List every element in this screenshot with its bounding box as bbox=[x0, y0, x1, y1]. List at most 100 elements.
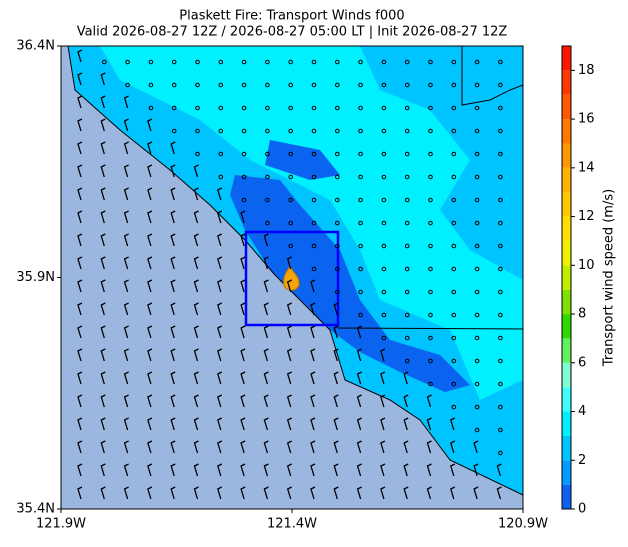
wind-barb bbox=[193, 417, 199, 431]
calm-marker bbox=[311, 59, 317, 65]
wind-barb bbox=[77, 72, 83, 86]
wind-barb bbox=[310, 325, 316, 339]
wind-barb bbox=[170, 210, 176, 224]
calm-marker bbox=[404, 335, 410, 341]
wind-barb bbox=[147, 233, 153, 247]
calm-marker bbox=[428, 289, 433, 295]
calm-marker bbox=[428, 59, 433, 65]
wind-barb bbox=[100, 256, 106, 270]
calm-marker bbox=[195, 128, 200, 134]
calm-marker bbox=[218, 59, 224, 65]
wind-barb bbox=[286, 440, 292, 454]
wind-barb bbox=[240, 417, 246, 431]
colorbar-tick-label: 18 bbox=[578, 63, 595, 78]
calm-marker bbox=[451, 197, 457, 203]
calm-marker bbox=[451, 59, 457, 65]
wind-barb bbox=[147, 279, 153, 293]
colorbar-segment bbox=[562, 192, 571, 217]
wind-barb bbox=[263, 486, 269, 500]
wind-barb bbox=[263, 394, 269, 408]
calm-marker bbox=[474, 289, 480, 295]
wind-barb bbox=[426, 417, 432, 431]
wind-barb bbox=[170, 164, 176, 178]
calm-marker bbox=[148, 82, 154, 88]
calm-marker bbox=[358, 128, 363, 134]
wind-barb bbox=[403, 440, 409, 454]
calm-marker bbox=[451, 266, 457, 272]
calm-marker bbox=[265, 105, 270, 111]
calm-marker bbox=[428, 151, 433, 157]
y-tick-label: 36.4N bbox=[16, 39, 55, 54]
wind-barb bbox=[310, 279, 316, 293]
wind-barb bbox=[123, 348, 129, 362]
wind-barb bbox=[147, 256, 153, 270]
wind-barb bbox=[240, 325, 246, 339]
calm-marker bbox=[265, 197, 270, 203]
wind-barb bbox=[263, 233, 269, 247]
wind-barb bbox=[100, 233, 106, 247]
wind-barb bbox=[286, 394, 292, 408]
calm-marker bbox=[265, 151, 270, 157]
calm-marker bbox=[498, 59, 503, 65]
calm-marker bbox=[311, 128, 317, 134]
calm-marker bbox=[474, 243, 480, 249]
wind-barb bbox=[496, 463, 502, 477]
calm-marker bbox=[335, 266, 340, 272]
wind-barb bbox=[263, 325, 269, 339]
wind-barb bbox=[286, 371, 292, 385]
colorbar-segment bbox=[562, 338, 571, 363]
wind-barb bbox=[170, 279, 176, 293]
calm-marker bbox=[381, 312, 387, 318]
calm-marker bbox=[381, 289, 387, 295]
wind-barb bbox=[286, 348, 292, 362]
wind-barb bbox=[77, 49, 83, 63]
calm-marker bbox=[381, 243, 387, 249]
wind-barb bbox=[217, 325, 223, 339]
wind-barb bbox=[170, 256, 176, 270]
calm-marker bbox=[404, 243, 410, 249]
wind-barb bbox=[77, 210, 83, 224]
calm-marker bbox=[498, 450, 503, 456]
colorbar-tick-label: 8 bbox=[578, 307, 586, 322]
wind-barb bbox=[193, 394, 199, 408]
calm-marker bbox=[451, 105, 457, 111]
wind-barb bbox=[100, 164, 106, 178]
wind-barb bbox=[147, 325, 153, 339]
calm-marker bbox=[404, 358, 410, 364]
wind-barb bbox=[286, 256, 292, 270]
calm-marker bbox=[171, 128, 177, 134]
wind-barb bbox=[356, 371, 362, 385]
wind-barb bbox=[147, 371, 153, 385]
wind-barb bbox=[147, 348, 153, 362]
wind-barb bbox=[123, 256, 129, 270]
wind-barb bbox=[263, 440, 269, 454]
wind-barb bbox=[333, 394, 339, 408]
wind-barb bbox=[100, 187, 106, 201]
wind-barb bbox=[240, 440, 246, 454]
wind-barb bbox=[240, 394, 246, 408]
calm-marker bbox=[404, 105, 410, 111]
calm-marker bbox=[381, 266, 387, 272]
wind-barb bbox=[147, 440, 153, 454]
calm-marker bbox=[335, 105, 340, 111]
calm-marker bbox=[241, 59, 247, 65]
colorbar-segment bbox=[562, 216, 571, 241]
wind-barb bbox=[170, 486, 176, 500]
calm-marker bbox=[171, 82, 177, 88]
wind-barb bbox=[100, 72, 106, 86]
calm-marker bbox=[195, 105, 200, 111]
calm-marker bbox=[498, 312, 503, 318]
calm-marker bbox=[474, 335, 480, 341]
wind-barb bbox=[333, 486, 339, 500]
calm-marker bbox=[498, 128, 503, 134]
calm-marker bbox=[265, 128, 270, 134]
wind-barb bbox=[310, 348, 316, 362]
colorbar-tick-label: 4 bbox=[578, 404, 586, 419]
calm-marker bbox=[241, 82, 247, 88]
calm-marker bbox=[335, 289, 340, 295]
calm-marker bbox=[474, 404, 480, 410]
wind-barb bbox=[100, 302, 106, 316]
wind-barb bbox=[380, 463, 386, 477]
calm-marker bbox=[428, 128, 433, 134]
wind-barb bbox=[217, 348, 223, 362]
